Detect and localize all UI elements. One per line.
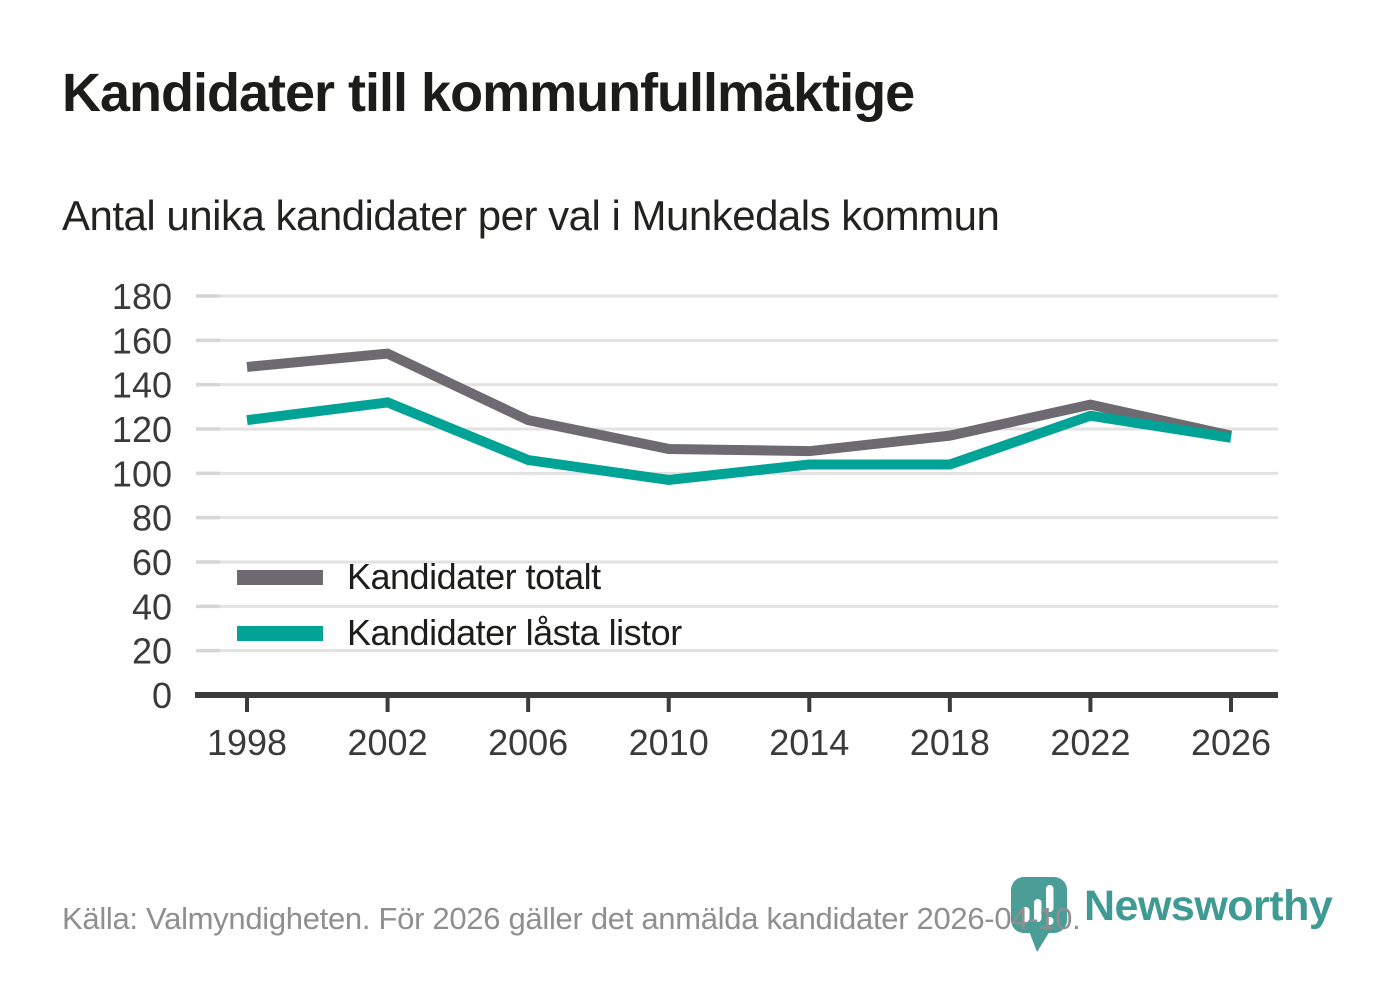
y-axis-tick-label: 140 bbox=[112, 365, 172, 406]
x-axis-tick-label: 2006 bbox=[488, 722, 568, 763]
y-axis-tick-label: 20 bbox=[132, 631, 172, 672]
legend: Kandidater totalt Kandidater låsta listo… bbox=[237, 553, 682, 665]
y-axis-tick-label: 40 bbox=[132, 586, 172, 627]
newsworthy-logo: Newsworthy bbox=[1010, 876, 1333, 954]
legend-swatch-kandidater-lasta-listor bbox=[237, 625, 323, 641]
x-axis-tick-label: 2022 bbox=[1050, 722, 1130, 763]
map-pin-bar-chart-icon bbox=[1011, 877, 1067, 952]
newsworthy-wordmark: Newsworthy bbox=[1084, 882, 1333, 930]
y-axis-tick-label: 80 bbox=[132, 498, 172, 539]
x-axis-tick-label: 2002 bbox=[348, 722, 428, 763]
y-axis-tick-label: 100 bbox=[112, 453, 172, 494]
legend-item-kandidater-totalt: Kandidater totalt bbox=[237, 553, 682, 601]
legend-item-kandidater-lasta-listor: Kandidater låsta listor bbox=[237, 609, 682, 657]
legend-swatch-kandidater-totalt bbox=[237, 569, 323, 585]
y-axis-tick-label: 120 bbox=[112, 409, 172, 450]
series-line-kandidater-totalt bbox=[246, 348, 1233, 457]
page-title: Kandidater till kommunfullmäktige bbox=[62, 63, 915, 123]
legend-label-kandidater-totalt: Kandidater totalt bbox=[347, 556, 601, 597]
source-note: Källa: Valmyndigheten. För 2026 gäller d… bbox=[62, 901, 1081, 936]
legend-label-kandidater-lasta-listor: Kandidater låsta listor bbox=[347, 612, 682, 653]
x-axis-tick-label: 2010 bbox=[629, 722, 709, 763]
series-line-kandidater-l-sta-listor bbox=[246, 397, 1232, 486]
y-axis-tick-label: 0 bbox=[152, 675, 172, 716]
y-axis-tick-label: 160 bbox=[112, 320, 172, 361]
x-axis-tick-label: 1998 bbox=[207, 722, 287, 763]
x-axis-tick-label: 2026 bbox=[1191, 722, 1271, 763]
y-axis-tick-label: 180 bbox=[112, 276, 172, 317]
page-subtitle: Antal unika kandidater per val i Munkeda… bbox=[62, 192, 1000, 239]
y-axis-tick-label: 60 bbox=[132, 542, 172, 583]
x-axis-tick-label: 2018 bbox=[910, 722, 990, 763]
x-axis-tick-label: 2014 bbox=[769, 722, 849, 763]
